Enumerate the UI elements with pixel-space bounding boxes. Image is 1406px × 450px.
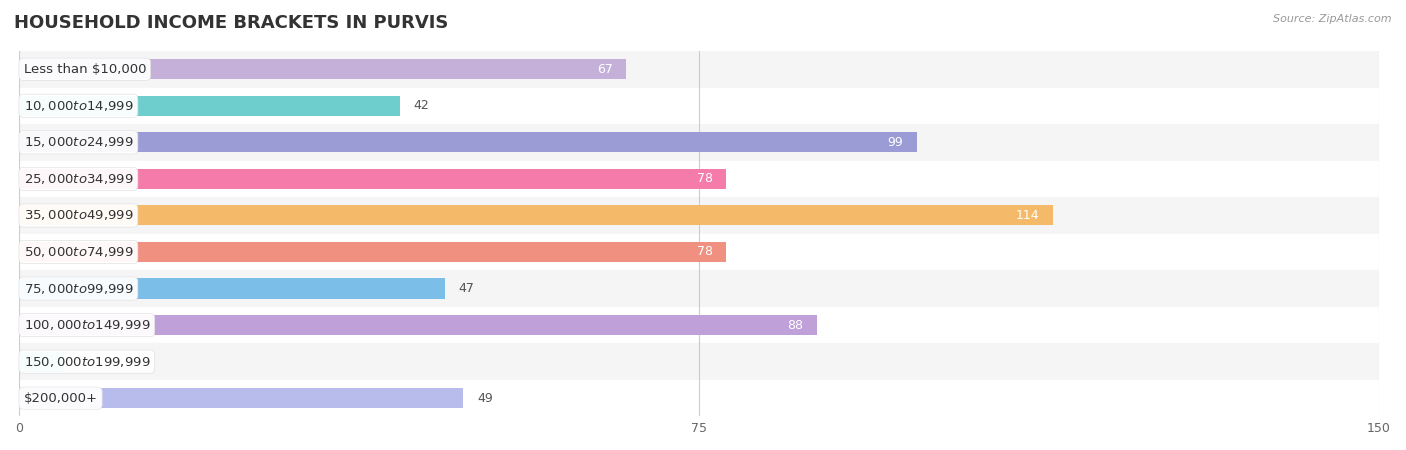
Text: $50,000 to $74,999: $50,000 to $74,999 bbox=[24, 245, 134, 259]
Text: 78: 78 bbox=[696, 172, 713, 185]
Bar bbox=[20, 380, 1379, 416]
Bar bbox=[20, 59, 627, 79]
Bar bbox=[20, 169, 727, 189]
Text: HOUSEHOLD INCOME BRACKETS IN PURVIS: HOUSEHOLD INCOME BRACKETS IN PURVIS bbox=[14, 14, 449, 32]
Bar bbox=[20, 242, 727, 262]
Text: $150,000 to $199,999: $150,000 to $199,999 bbox=[24, 355, 150, 369]
Text: 88: 88 bbox=[787, 319, 803, 332]
Text: 67: 67 bbox=[598, 63, 613, 76]
Bar bbox=[20, 315, 817, 335]
Bar bbox=[20, 96, 399, 116]
Text: $200,000+: $200,000+ bbox=[24, 392, 97, 405]
Text: 47: 47 bbox=[458, 282, 475, 295]
Bar bbox=[20, 351, 65, 372]
Text: 99: 99 bbox=[887, 136, 903, 149]
Bar bbox=[20, 161, 1379, 197]
Text: $100,000 to $149,999: $100,000 to $149,999 bbox=[24, 318, 150, 332]
Bar bbox=[20, 270, 1379, 307]
Bar bbox=[20, 197, 1379, 234]
Text: $15,000 to $24,999: $15,000 to $24,999 bbox=[24, 135, 134, 149]
Text: 114: 114 bbox=[1015, 209, 1039, 222]
Bar bbox=[20, 51, 1379, 88]
Bar bbox=[20, 234, 1379, 270]
Bar bbox=[20, 279, 446, 299]
Text: Source: ZipAtlas.com: Source: ZipAtlas.com bbox=[1274, 14, 1392, 23]
Bar bbox=[20, 307, 1379, 343]
Text: 42: 42 bbox=[413, 99, 429, 112]
Bar bbox=[20, 388, 464, 408]
Bar bbox=[20, 132, 917, 153]
Text: Less than $10,000: Less than $10,000 bbox=[24, 63, 146, 76]
Text: 49: 49 bbox=[477, 392, 492, 405]
Bar bbox=[20, 205, 1053, 225]
Bar bbox=[20, 343, 1379, 380]
Bar bbox=[20, 124, 1379, 161]
Text: $35,000 to $49,999: $35,000 to $49,999 bbox=[24, 208, 134, 222]
Text: $25,000 to $34,999: $25,000 to $34,999 bbox=[24, 172, 134, 186]
Bar bbox=[20, 88, 1379, 124]
Text: 78: 78 bbox=[696, 246, 713, 258]
Text: $10,000 to $14,999: $10,000 to $14,999 bbox=[24, 99, 134, 113]
Text: 5: 5 bbox=[77, 355, 86, 368]
Text: $75,000 to $99,999: $75,000 to $99,999 bbox=[24, 282, 134, 296]
